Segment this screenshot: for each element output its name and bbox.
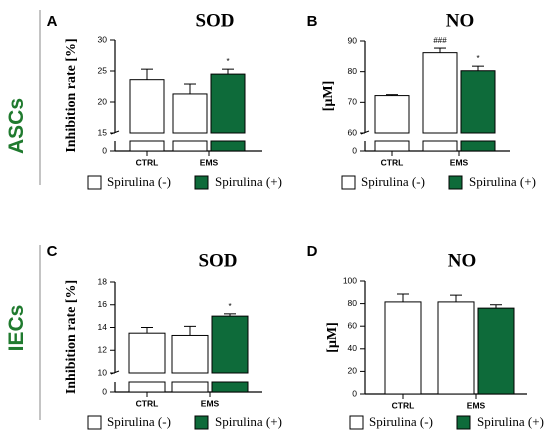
legend-swatch-spirulina-pos: [194, 415, 209, 430]
bar-a-ems-spirulina-neg: [172, 93, 208, 134]
y-axis-label-a: Inhibition rate [%]: [64, 38, 79, 152]
significance-mark-c: *: [228, 302, 231, 311]
chart-title-a: SOD: [195, 10, 234, 31]
y-axis-label-d: [µM]: [325, 322, 340, 353]
chart-title-b: NO: [446, 10, 475, 31]
y-tick-label-d: 40: [348, 343, 358, 353]
bar-c-ctrl-spirulina-neg-lower: [128, 381, 166, 393]
panel-letter-b: B: [307, 13, 318, 30]
significance-mark-b: ###: [433, 36, 447, 45]
y-tick-label-c: 18: [98, 276, 108, 286]
legend-label-spirulina-pos: Spirulina (+): [477, 414, 544, 429]
bar-d-ems-spirulina-neg: [437, 301, 475, 395]
axis-break-mark-c: [110, 370, 120, 375]
bar-b-ems-spirulina-pos-lower: [460, 140, 496, 152]
y-axis-label-c: Inhibition rate [%]: [64, 280, 79, 394]
bar-a-ems-spirulina-pos-lower: [210, 140, 246, 152]
bar-b-ems-spirulina-neg: [422, 52, 458, 134]
x-tick-label-b: CTRL: [381, 157, 404, 167]
significance-mark-b: *: [476, 54, 479, 63]
panel-letter-d: D: [307, 243, 318, 260]
legend-label-spirulina-pos: Spirulina (+): [469, 174, 536, 189]
legend-swatch-spirulina-neg: [341, 175, 356, 190]
x-tick-label-d: CTRL: [392, 400, 415, 410]
legend-label-spirulina-pos: Spirulina (+): [215, 414, 282, 429]
legend-a: Spirulina (-) Spirulina (+): [87, 174, 282, 190]
panel-letter-c: C: [47, 243, 58, 260]
y-tick-label-c: 16: [98, 299, 108, 309]
bar-c-ems-spirulina-neg: [171, 334, 209, 374]
bar-a-ems-spirulina-neg-lower: [172, 140, 208, 152]
panel-a: A SOD Inhibition rate [%] 15 20 25 30 0 CTRL EMS *: [47, 10, 262, 167]
y-tick-label-d: 20: [348, 366, 358, 376]
y-tick-label-b: 80: [348, 66, 358, 76]
x-tick-label-c: CTRL: [136, 398, 159, 408]
bar-d-ems-spirulina-pos: [477, 307, 515, 395]
x-tick-label-a: EMS: [200, 157, 219, 167]
y-tick-label-d: 0: [352, 388, 357, 398]
panel-c: C SOD Inhibition rate [%] 10 12 14 16 18 0 CTRL EM…: [47, 243, 262, 408]
bar-c-ctrl-spirulina-neg: [128, 332, 166, 374]
x-tick-label-c: EMS: [201, 398, 220, 408]
y-tick-label-d: 60: [348, 320, 358, 330]
bar-a-ems-spirulina-pos: [210, 73, 246, 134]
y-tick-label-a: 30: [98, 34, 108, 44]
row-label-ascs: ASCs: [5, 98, 28, 154]
y-tick-label-b: 60: [348, 127, 358, 137]
bar-c-ems-spirulina-pos: [211, 315, 249, 374]
y-tick-label-b: 90: [348, 35, 358, 45]
bar-a-ctrl-spirulina-neg-lower: [129, 140, 165, 152]
legend-label-spirulina-pos: Spirulina (+): [215, 174, 282, 189]
chart-title-c: SOD: [198, 250, 237, 271]
bar-b-ems-spirulina-neg-lower: [422, 140, 458, 152]
y-tick-label-a: 20: [98, 96, 108, 106]
legend-swatch-spirulina-neg: [87, 175, 102, 190]
y-tick-label-d: 100: [343, 275, 357, 285]
y-tick-label-c: 10: [98, 367, 108, 377]
bar-c-ems-spirulina-pos-lower: [211, 381, 249, 393]
legend-swatch-spirulina-pos: [456, 415, 471, 430]
legend-b: Spirulina (-) Spirulina (+): [341, 174, 536, 190]
bar-b-ctrl-spirulina-neg: [374, 95, 410, 134]
y-tick-label-c: 12: [98, 345, 108, 355]
panel-d: D NO [µM] 0 20 40 60 80 100 CTRL EMS: [307, 243, 527, 410]
bar-d-ctrl-spirulina-neg: [384, 301, 422, 395]
panel-letter-a: A: [47, 13, 58, 30]
y-tick-label-d: 80: [348, 298, 358, 308]
significance-mark-a: *: [226, 57, 229, 66]
x-tick-label-a: CTRL: [136, 157, 159, 167]
legend-swatch-spirulina-neg: [349, 415, 364, 430]
axis-break-mark-b: [360, 130, 370, 135]
legend-d: Spirulina (-) Spirulina (+): [349, 414, 544, 430]
y-tick-label-zero-c: 0: [102, 386, 107, 396]
legend-label-spirulina-neg: Spirulina (-): [107, 414, 171, 429]
legend-label-spirulina-neg: Spirulina (-): [361, 174, 425, 189]
row-label-iecs: IECs: [5, 305, 28, 352]
bar-a-ctrl-spirulina-neg: [129, 79, 165, 134]
y-tick-label-b: 70: [348, 97, 358, 107]
y-tick-label-a: 15: [98, 127, 108, 137]
y-axis-label-b: [µM]: [321, 81, 336, 112]
x-tick-label-b: EMS: [450, 157, 469, 167]
bar-b-ctrl-spirulina-neg-lower: [374, 140, 410, 152]
panel-b: B NO [µM] 60 70 80 90 0 CTRL EMS ### *: [307, 10, 510, 167]
y-tick-label-a: 25: [98, 65, 108, 75]
x-tick-label-d: EMS: [467, 400, 486, 410]
legend-swatch-spirulina-pos: [194, 175, 209, 190]
legend-c: Spirulina (-) Spirulina (+): [87, 414, 282, 430]
legend-swatch-spirulina-pos: [448, 175, 463, 190]
legend-label-spirulina-neg: Spirulina (-): [107, 174, 171, 189]
bar-b-ems-spirulina-pos: [460, 70, 496, 134]
y-tick-label-c: 14: [98, 322, 108, 332]
y-tick-label-zero-b: 0: [352, 145, 357, 155]
legend-swatch-spirulina-neg: [87, 415, 102, 430]
y-tick-label-zero-a: 0: [102, 145, 107, 155]
legend-label-spirulina-neg: Spirulina (-): [369, 414, 433, 429]
bar-c-ems-spirulina-neg-lower: [171, 381, 209, 393]
chart-title-d: NO: [448, 250, 477, 271]
axis-break-mark-a: [110, 130, 120, 135]
